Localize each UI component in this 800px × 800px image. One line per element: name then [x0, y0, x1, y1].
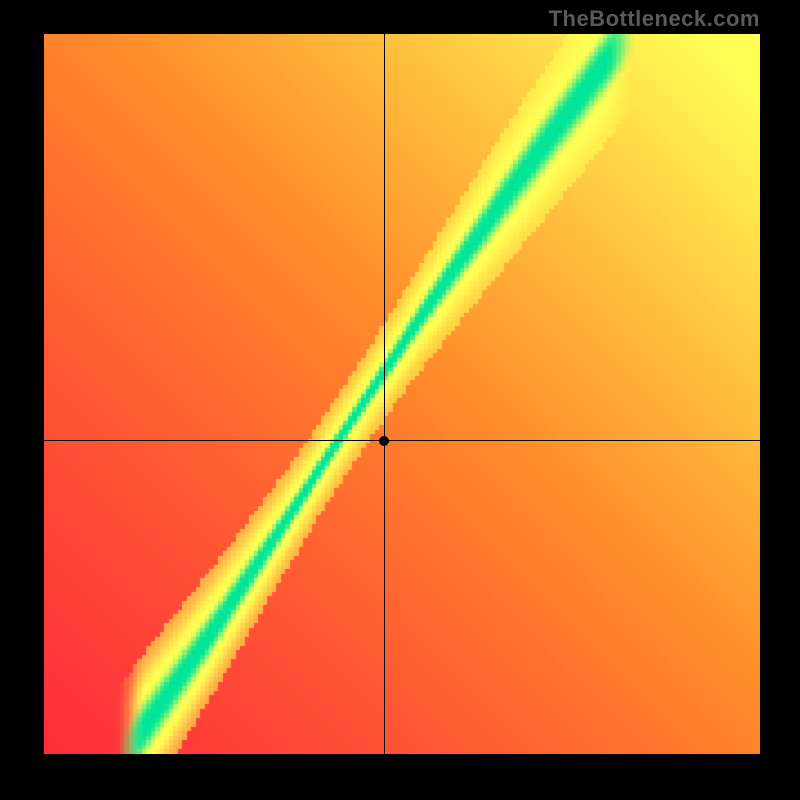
- watermark-text: TheBottleneck.com: [549, 6, 760, 32]
- crosshair-horizontal: [44, 440, 760, 441]
- bottleneck-heatmap: [44, 34, 760, 754]
- crosshair-marker: [379, 436, 389, 446]
- chart-container: TheBottleneck.com: [0, 0, 800, 800]
- crosshair-vertical: [384, 34, 385, 754]
